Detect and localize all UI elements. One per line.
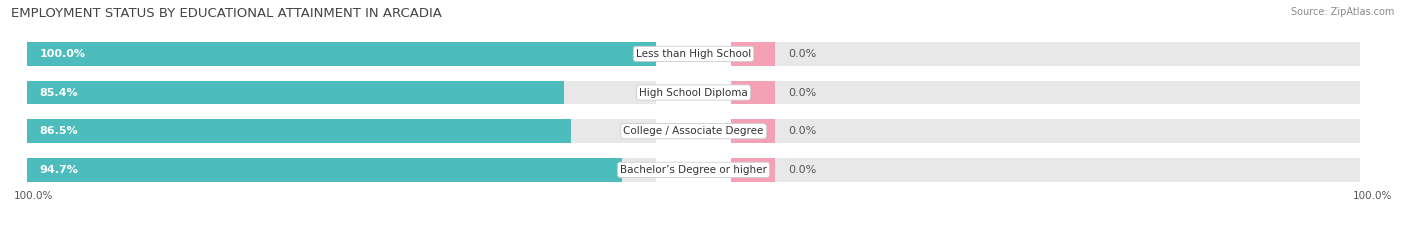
Bar xyxy=(27,81,564,104)
Text: Less than High School: Less than High School xyxy=(636,49,751,59)
Text: High School Diploma: High School Diploma xyxy=(640,88,748,98)
Text: 100.0%: 100.0% xyxy=(1353,191,1392,201)
Bar xyxy=(27,158,655,182)
Bar xyxy=(731,81,1361,104)
Bar xyxy=(731,119,775,143)
Text: 100.0%: 100.0% xyxy=(14,191,53,201)
Text: 0.0%: 0.0% xyxy=(787,126,817,136)
Text: 0.0%: 0.0% xyxy=(787,49,817,59)
Bar xyxy=(731,158,1361,182)
Bar xyxy=(27,42,655,66)
Text: 86.5%: 86.5% xyxy=(39,126,77,136)
Text: College / Associate Degree: College / Associate Degree xyxy=(623,126,763,136)
Text: EMPLOYMENT STATUS BY EDUCATIONAL ATTAINMENT IN ARCADIA: EMPLOYMENT STATUS BY EDUCATIONAL ATTAINM… xyxy=(11,7,441,20)
Text: Bachelor’s Degree or higher: Bachelor’s Degree or higher xyxy=(620,165,768,175)
Bar xyxy=(27,119,571,143)
Bar xyxy=(27,158,623,182)
Text: 100.0%: 100.0% xyxy=(39,49,86,59)
Bar xyxy=(731,42,1361,66)
Bar xyxy=(27,119,655,143)
Text: Source: ZipAtlas.com: Source: ZipAtlas.com xyxy=(1291,7,1395,17)
Text: 0.0%: 0.0% xyxy=(787,88,817,98)
Bar xyxy=(27,42,655,66)
Bar xyxy=(731,158,775,182)
Bar xyxy=(731,119,1361,143)
Bar xyxy=(731,81,775,104)
Bar xyxy=(27,81,655,104)
Text: 85.4%: 85.4% xyxy=(39,88,77,98)
Text: 94.7%: 94.7% xyxy=(39,165,79,175)
Text: 0.0%: 0.0% xyxy=(787,165,817,175)
Bar xyxy=(731,42,775,66)
